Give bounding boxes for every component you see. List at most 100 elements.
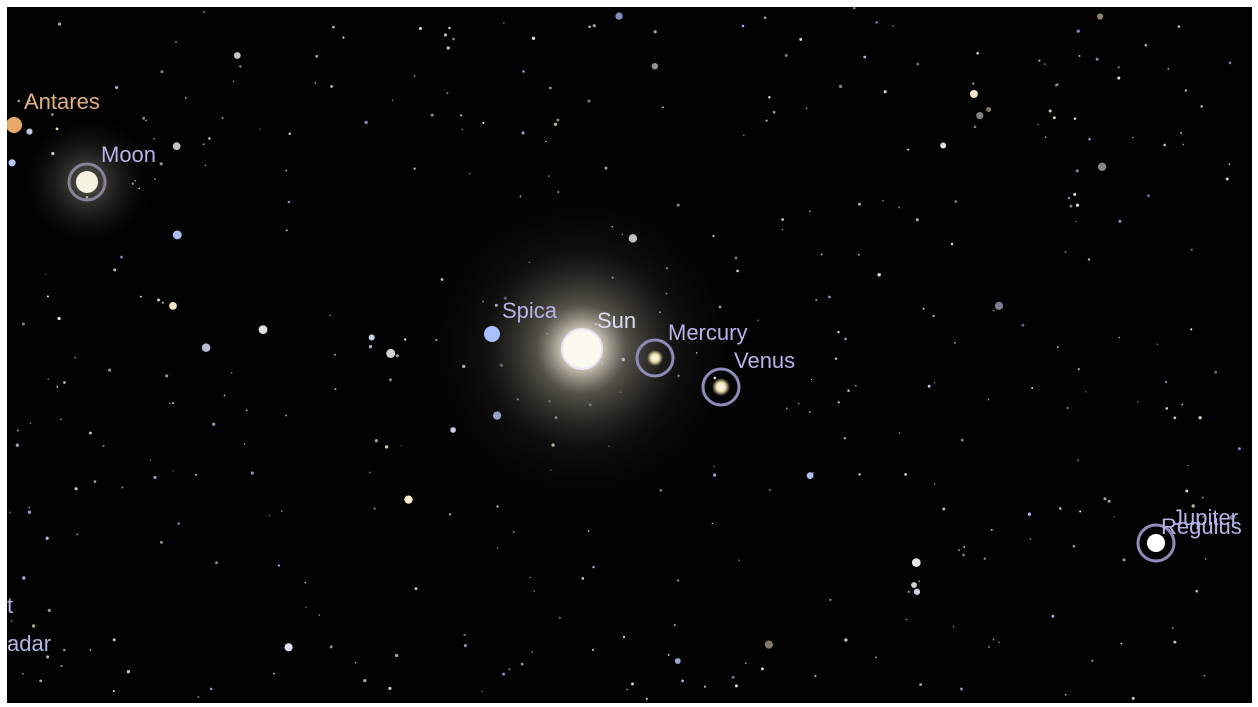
star — [918, 580, 920, 582]
star — [165, 374, 169, 378]
star — [529, 576, 531, 579]
star — [592, 565, 595, 569]
star — [738, 559, 740, 561]
star — [1037, 123, 1039, 126]
star — [463, 633, 466, 637]
star — [285, 229, 288, 232]
star — [202, 143, 205, 146]
star — [112, 690, 115, 693]
star — [1137, 401, 1139, 403]
star — [983, 557, 987, 560]
star — [587, 99, 591, 103]
star — [76, 533, 79, 536]
star — [741, 24, 745, 28]
star — [1075, 169, 1079, 173]
star — [1173, 416, 1177, 420]
star — [1056, 346, 1059, 348]
star — [973, 125, 977, 129]
star — [1200, 105, 1204, 108]
star — [837, 401, 840, 404]
star — [1195, 589, 1199, 593]
star — [673, 623, 676, 627]
star — [46, 295, 49, 298]
star — [1118, 219, 1122, 223]
star — [1229, 515, 1235, 521]
star — [169, 402, 171, 405]
star — [221, 116, 224, 119]
star — [898, 432, 901, 434]
star — [160, 541, 163, 544]
star — [703, 685, 706, 688]
star — [45, 536, 49, 540]
star — [1103, 497, 1107, 501]
star — [8, 639, 12, 643]
star — [972, 82, 975, 85]
star — [149, 459, 151, 462]
star — [863, 55, 867, 59]
star — [962, 553, 966, 557]
star — [44, 96, 48, 100]
star — [1185, 489, 1189, 493]
star — [305, 606, 307, 608]
star — [115, 85, 119, 90]
star — [1190, 248, 1193, 251]
star — [1173, 640, 1177, 644]
star — [626, 688, 629, 691]
venus-ring — [701, 367, 741, 407]
star — [1144, 43, 1148, 47]
star — [954, 200, 957, 203]
star — [120, 255, 123, 259]
star — [139, 295, 142, 298]
star — [653, 30, 657, 34]
star — [502, 672, 506, 676]
sun — [561, 328, 603, 370]
star — [414, 587, 418, 590]
venus — [712, 378, 730, 396]
star — [482, 121, 485, 124]
star — [496, 547, 499, 550]
star — [847, 389, 850, 392]
mercury-ring — [635, 338, 675, 378]
star — [558, 616, 561, 619]
star — [932, 314, 935, 318]
star — [1180, 131, 1183, 135]
star — [1064, 694, 1067, 696]
star — [992, 638, 995, 641]
star — [202, 10, 205, 14]
star — [89, 649, 92, 651]
star — [960, 438, 964, 442]
star — [743, 134, 745, 136]
star — [1079, 510, 1082, 513]
frame-bottom — [0, 703, 1258, 707]
star — [388, 686, 392, 690]
star — [1118, 66, 1120, 68]
star — [22, 673, 24, 675]
spica-star — [484, 326, 500, 342]
star — [60, 664, 63, 668]
star — [645, 697, 648, 700]
star — [21, 322, 25, 326]
star — [315, 54, 319, 58]
star — [22, 576, 26, 580]
star — [74, 487, 78, 491]
star — [768, 95, 771, 99]
star — [1204, 558, 1207, 560]
star — [1225, 177, 1229, 181]
star — [828, 295, 831, 299]
star — [976, 51, 980, 55]
star — [1167, 67, 1170, 70]
star — [334, 387, 337, 391]
star — [153, 137, 155, 140]
star — [820, 253, 823, 256]
star — [994, 301, 1004, 310]
star — [798, 402, 800, 405]
star — [172, 230, 182, 240]
star — [799, 37, 803, 41]
star — [785, 407, 788, 410]
star — [332, 25, 335, 29]
star — [184, 97, 187, 99]
star — [1228, 163, 1231, 166]
star — [8, 159, 16, 167]
star — [88, 431, 92, 435]
star — [959, 687, 964, 691]
